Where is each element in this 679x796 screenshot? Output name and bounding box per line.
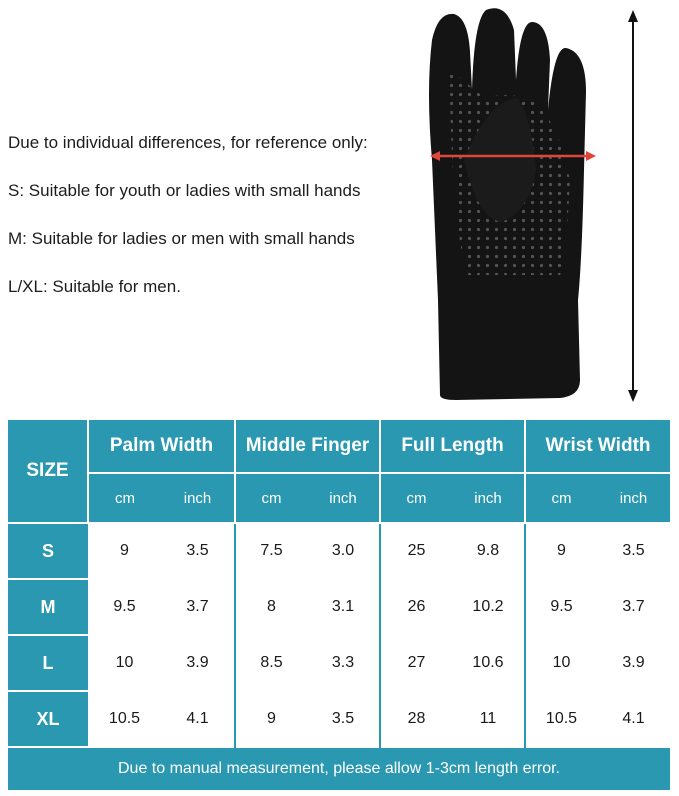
unit-label: inch: [307, 472, 381, 523]
table-cell: 10.5: [525, 690, 597, 747]
size-header: SIZE: [8, 420, 89, 523]
table-cell: 4.1: [597, 690, 670, 747]
table-cell: 9.8: [452, 522, 526, 579]
table-cell: 3.3: [307, 634, 381, 691]
table-cell: 9.5: [525, 578, 597, 635]
table-cell: 3.1: [307, 578, 381, 635]
unit-label: cm: [235, 472, 307, 523]
size-label: M: [8, 578, 88, 635]
table-cell: 27: [380, 634, 452, 691]
table-row: S 9 3.5 7.5 3.0 25 9.8 9 3.5: [8, 522, 670, 579]
table-cell: 3.9: [161, 634, 236, 691]
size-chart-table: SIZE Palm Width Middle Finger Full Lengt…: [8, 420, 670, 790]
table-cell: 3.7: [161, 578, 236, 635]
table-cell: 28: [380, 690, 452, 747]
table-cell: 9: [235, 690, 307, 747]
table-cell: 26: [380, 578, 452, 635]
table-cell: 8.5: [235, 634, 307, 691]
table-cell: 25: [380, 522, 452, 579]
column-header: Palm Width: [88, 420, 236, 473]
size-label: L: [8, 634, 88, 691]
unit-label: cm: [380, 472, 452, 523]
table-cell: 3.0: [307, 522, 381, 579]
table-cell: 3.5: [307, 690, 381, 747]
table-cell: 3.5: [161, 522, 236, 579]
unit-label: inch: [452, 472, 526, 523]
table-row: L 10 3.9 8.5 3.3 27 10.6 10 3.9: [8, 634, 670, 691]
note-line: S: Suitable for youth or ladies with sma…: [8, 181, 361, 200]
note-line: L/XL: Suitable for men.: [8, 277, 181, 296]
table-footnote: Due to manual measurement, please allow …: [8, 746, 670, 790]
table-footer-row: Due to manual measurement, please allow …: [8, 746, 670, 790]
table-cell: 10.2: [452, 578, 526, 635]
table-cell: 3.5: [597, 522, 670, 579]
table-cell: 4.1: [161, 690, 236, 747]
table-cell: 10: [525, 634, 597, 691]
table-row: M 9.5 3.7 8 3.1 26 10.2 9.5 3.7: [8, 578, 670, 635]
size-notes: Due to individual differences, for refer…: [8, 128, 428, 320]
glove-image: [429, 8, 638, 402]
size-label: S: [8, 522, 88, 579]
unit-label: inch: [597, 472, 670, 523]
note-line: M: Suitable for ladies or men with small…: [8, 229, 355, 248]
unit-label: cm: [88, 472, 161, 523]
column-header: Wrist Width: [525, 420, 670, 473]
glove-illustration: [420, 0, 679, 410]
table-cell: 10.5: [88, 690, 161, 747]
column-header: Full Length: [380, 420, 526, 473]
table-cell: 10: [88, 634, 161, 691]
column-header: Middle Finger: [235, 420, 381, 473]
table-cell: 8: [235, 578, 307, 635]
table-header-row: SIZE Palm Width Middle Finger Full Lengt…: [8, 420, 670, 523]
table-cell: 9: [88, 522, 161, 579]
table-cell: 10.6: [452, 634, 526, 691]
unit-label: inch: [161, 472, 236, 523]
table-cell: 9: [525, 522, 597, 579]
table-cell: 7.5: [235, 522, 307, 579]
table-cell: 9.5: [88, 578, 161, 635]
size-label: XL: [8, 690, 88, 747]
table-cell: 3.7: [597, 578, 670, 635]
unit-row: cm inch cm inch cm inch cm inch: [8, 472, 670, 523]
table-row: XL 10.5 4.1 9 3.5 28 11 10.5 4.1: [8, 690, 670, 747]
note-line: Due to individual differences, for refer…: [8, 133, 368, 152]
table-cell: 11: [452, 690, 526, 747]
unit-label: cm: [525, 472, 597, 523]
table-cell: 3.9: [597, 634, 670, 691]
